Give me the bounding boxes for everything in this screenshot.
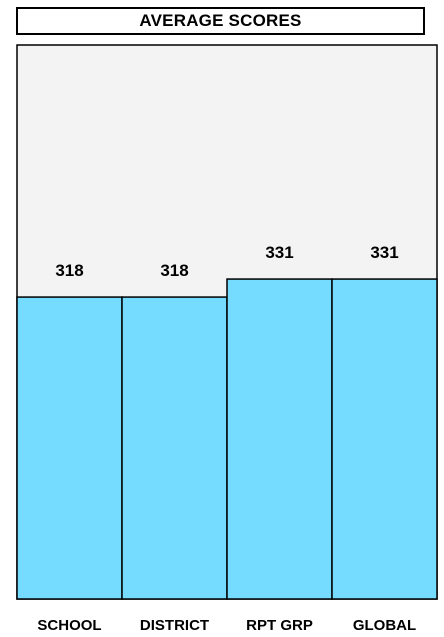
chart-title: AVERAGE SCORES	[139, 11, 302, 30]
bar-global	[331, 278, 438, 600]
bars-group	[16, 278, 438, 600]
x-tick-label: GLOBAL	[353, 617, 416, 634]
bar-value-label: 318	[160, 261, 188, 280]
bar-value-label: 331	[265, 243, 293, 262]
bar-rpt-grp	[226, 278, 333, 600]
chart-title-box: AVERAGE SCORES	[16, 7, 425, 35]
bar-value-label: 331	[370, 243, 398, 262]
labels-group: 318 SCHOOL 318 DISTRICT 331 RPT GRP 331 GLOBAL	[37, 243, 416, 634]
bar-school	[16, 296, 123, 600]
bar-district	[121, 296, 228, 600]
x-tick-label: SCHOOL	[37, 617, 101, 634]
bar-value-label: 318	[55, 261, 83, 280]
x-tick-label: DISTRICT	[140, 617, 209, 634]
x-tick-label: RPT GRP	[246, 617, 313, 634]
